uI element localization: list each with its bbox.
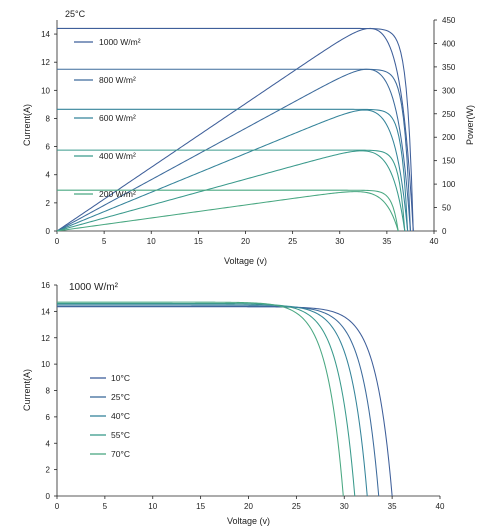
chart1-right-tick-label: 150 bbox=[442, 157, 456, 166]
chart1-x-tick-label: 30 bbox=[335, 237, 344, 246]
chart2-y-axis-label: Current(A) bbox=[22, 369, 32, 411]
chart1-legend-label: 800 W/m² bbox=[99, 75, 136, 85]
chart2-x-tick-label: 40 bbox=[436, 502, 445, 511]
chart2-x-axis-label: Voltage (v) bbox=[227, 516, 270, 526]
chart2-x-tick-label: 5 bbox=[103, 502, 108, 511]
chart2-y-tick-label: 12 bbox=[41, 334, 50, 343]
chart1-y-axis-label: Current(A) bbox=[22, 104, 32, 146]
chart1-right-tick-label: 350 bbox=[442, 63, 456, 72]
chart2-x-tick-label: 35 bbox=[388, 502, 397, 511]
chart1-legend-label: 400 W/m² bbox=[99, 151, 136, 161]
chart1-right-tick-label: 450 bbox=[442, 16, 456, 25]
chart1-y-tick-label: 10 bbox=[41, 86, 50, 95]
chart2-y-tick-label: 2 bbox=[46, 466, 51, 475]
chart2-legend-label: 40°C bbox=[111, 411, 130, 421]
chart2-title: 1000 W/m² bbox=[69, 282, 119, 293]
chart2-legend-label: 70°C bbox=[111, 449, 130, 459]
chart1-x-tick-label: 20 bbox=[241, 237, 250, 246]
chart2-y-tick-label: 4 bbox=[46, 439, 51, 448]
chart2-x-tick-label: 0 bbox=[55, 502, 60, 511]
chart1-right-tick-label: 400 bbox=[442, 39, 456, 48]
chart1-right-tick-label: 0 bbox=[442, 227, 447, 236]
chart2-iv-curve bbox=[57, 306, 393, 497]
chart2-x-tick-label: 30 bbox=[340, 502, 349, 511]
chart1-iv-curve bbox=[57, 27, 414, 232]
chart1-y-tick-label: 6 bbox=[46, 143, 51, 152]
chart2-iv-curve bbox=[57, 301, 344, 497]
chart2-y-tick-label: 10 bbox=[41, 360, 50, 369]
chart1-legend-label: 1000 W/m² bbox=[99, 37, 141, 47]
chart1-iv-curve bbox=[57, 149, 406, 232]
chart1-iv-curve bbox=[57, 189, 399, 232]
chart1-x-tick-label: 15 bbox=[194, 237, 203, 246]
chart1-right-tick-label: 100 bbox=[442, 180, 456, 189]
chart1-x-tick-label: 5 bbox=[102, 237, 107, 246]
chart2-legend-label: 10°C bbox=[111, 373, 130, 383]
irradiance-iv-pv-chart: 25°C 0 5 10 15 20 25 30 35 40 0 2 4 6 8 10 12 14 0 50 100… bbox=[22, 9, 475, 266]
chart2-y-tick-label: 0 bbox=[46, 492, 51, 501]
chart2-x-tick-label: 20 bbox=[244, 502, 253, 511]
chart1-right-tick-label: 300 bbox=[442, 86, 456, 95]
chart1-iv-curve bbox=[57, 68, 411, 232]
chart1-pv-curve bbox=[56, 109, 409, 232]
chart2-y-tick-label: 8 bbox=[46, 387, 51, 396]
chart2-x-tick-label: 15 bbox=[196, 502, 205, 511]
chart1-x-tick-label: 40 bbox=[430, 237, 439, 246]
chart1-y-tick-label: 12 bbox=[41, 58, 50, 67]
chart1-right-tick-label: 50 bbox=[442, 204, 451, 213]
chart1-x-tick-label: 35 bbox=[382, 237, 391, 246]
chart2-x-tick-label: 25 bbox=[292, 502, 301, 511]
chart2-iv-curve bbox=[57, 302, 356, 497]
chart1-pv-curve bbox=[56, 68, 411, 232]
chart2-y-tick-label: 16 bbox=[41, 281, 50, 290]
chart2-iv-curve bbox=[57, 304, 368, 497]
chart1-right-tick-label: 200 bbox=[442, 133, 456, 142]
chart1-pv-curve bbox=[56, 150, 406, 232]
chart1-y-tick-label: 0 bbox=[46, 227, 51, 236]
chart1-y-tick-label: 8 bbox=[46, 114, 51, 123]
chart1-right-tick-label: 250 bbox=[442, 110, 456, 119]
temperature-iv-chart: 1000 W/m² 0 5 10 15 20 25 30 35 40 0 2 4 6 8 10 12 14 16… bbox=[22, 281, 445, 526]
chart1-x-tick-label: 10 bbox=[147, 237, 156, 246]
chart1-y-tick-label: 4 bbox=[46, 171, 51, 180]
chart2-legend-label: 25°C bbox=[111, 392, 130, 402]
chart1-pv-curve bbox=[56, 27, 414, 232]
chart1-legend-label: 600 W/m² bbox=[99, 113, 136, 123]
chart1-pv-curve bbox=[56, 191, 399, 232]
chart2-x-tick-label: 10 bbox=[148, 502, 157, 511]
chart1-legend-label: 200 W/m² bbox=[99, 189, 136, 199]
chart1-iv-curve bbox=[57, 108, 409, 232]
chart1-x-axis-label: Voltage (v) bbox=[224, 256, 267, 266]
chart2-iv-curve bbox=[57, 305, 380, 497]
chart1-y-tick-label: 2 bbox=[46, 199, 51, 208]
chart2-legend-label: 55°C bbox=[111, 430, 130, 440]
chart1-x-tick-label: 25 bbox=[288, 237, 297, 246]
chart1-title: 25°C bbox=[65, 9, 86, 19]
chart1-right-y-axis-label: Power(W) bbox=[465, 105, 475, 145]
chart1-y-tick-label: 14 bbox=[41, 30, 50, 39]
chart2-y-tick-label: 14 bbox=[41, 307, 50, 316]
chart1-x-tick-label: 0 bbox=[55, 237, 60, 246]
chart2-y-tick-label: 6 bbox=[46, 413, 51, 422]
